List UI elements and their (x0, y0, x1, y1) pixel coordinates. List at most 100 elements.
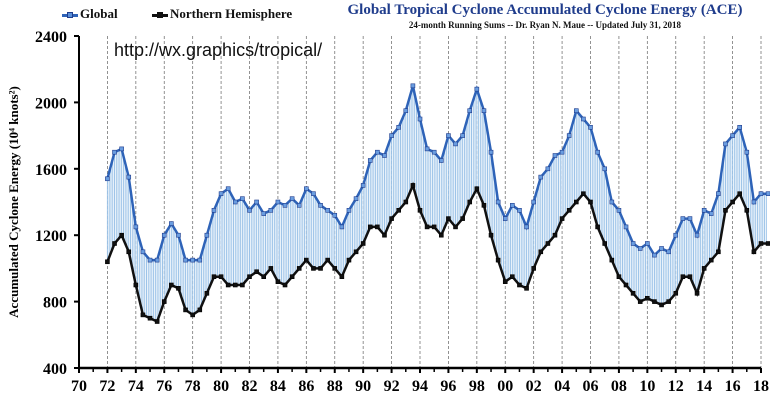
global-point (467, 108, 473, 113)
nh-point (517, 282, 522, 288)
x-tick-label: 94 (412, 378, 428, 395)
nh-point (765, 241, 770, 246)
nh-point (573, 199, 579, 205)
nh-point (225, 282, 231, 288)
nh-point (531, 266, 536, 271)
global-point (460, 133, 465, 138)
global-point (346, 208, 352, 213)
nh-point (304, 257, 309, 263)
global-point (616, 208, 622, 213)
x-tick-label: 88 (327, 378, 343, 395)
global-point (495, 199, 501, 205)
legend-label-global: Global (80, 6, 118, 21)
global-point (474, 86, 480, 92)
x-tick-label: 98 (469, 378, 485, 395)
nh-point (261, 274, 267, 280)
global-point (105, 176, 110, 182)
global-point (296, 203, 302, 208)
nh-point (169, 282, 174, 288)
nh-point (737, 191, 742, 196)
global-point (545, 166, 551, 172)
x-tick-label: 82 (242, 378, 258, 395)
global-point (367, 158, 373, 163)
nh-point (694, 290, 700, 296)
nh-point (645, 295, 650, 301)
global-point (183, 257, 188, 263)
nh-point (403, 199, 409, 205)
y-tick-label: 400 (43, 361, 67, 378)
nh-point (559, 216, 565, 221)
global-point (517, 208, 522, 213)
global-legend-marker (62, 11, 78, 18)
nh-point (652, 299, 657, 304)
nh-point (417, 208, 423, 213)
global-point (197, 257, 203, 263)
y-tick-label: 2000 (35, 95, 67, 112)
nh-point (701, 266, 707, 271)
global-point (687, 216, 693, 221)
nh-point (140, 312, 146, 318)
x-tick-label: 96 (440, 378, 456, 395)
nh-point (318, 266, 323, 271)
legend-global: Global (62, 6, 118, 22)
global-point (765, 191, 770, 196)
nh-point (666, 299, 671, 304)
global-point (325, 208, 330, 213)
nh-point (566, 208, 572, 213)
global-point (559, 149, 565, 155)
nh-point (716, 249, 721, 255)
nh-point (218, 274, 224, 280)
global-point (673, 232, 679, 238)
x-tick-label: 72 (99, 378, 115, 395)
x-tick-label: 90 (355, 378, 371, 395)
global-point (275, 199, 281, 205)
global-point (645, 241, 650, 246)
global-point (602, 166, 608, 172)
global-point (240, 196, 245, 201)
nh-point (232, 282, 238, 288)
global-point (268, 208, 274, 213)
nh-series-line (106, 181, 769, 324)
legend-label-nh: Northern Hemisphere (170, 6, 293, 21)
global-point (190, 257, 195, 263)
global-point (133, 224, 139, 230)
nh-legend-marker (152, 11, 168, 18)
global-point (396, 125, 401, 130)
global-point (552, 153, 558, 158)
nh-point (495, 257, 501, 263)
global-point (119, 146, 124, 152)
global-point (446, 133, 451, 138)
global-point (666, 249, 671, 255)
y-tick-label: 800 (43, 295, 67, 312)
global-point (126, 174, 132, 180)
nh-point (211, 274, 217, 280)
source-url: http://wx.graphics/tropical/ (114, 40, 323, 60)
global-point (431, 149, 437, 155)
x-tick-label: 84 (270, 378, 286, 395)
nh-point (474, 186, 480, 192)
global-point (716, 191, 721, 196)
nh-point (581, 191, 586, 196)
nh-point (538, 249, 544, 255)
x-tick-label: 02 (526, 378, 542, 395)
global-point (289, 196, 295, 201)
global-point (304, 186, 309, 192)
x-tick-label: 10 (639, 378, 655, 395)
global-point (403, 108, 409, 113)
nh-point (659, 302, 664, 308)
x-tick-label: 92 (384, 378, 400, 395)
nh-point (126, 249, 132, 255)
nh-point (325, 257, 330, 263)
global-point (410, 83, 416, 89)
nh-point (552, 232, 558, 238)
global-point (566, 133, 572, 138)
nh-point (630, 290, 636, 296)
y-tick-label: 1200 (35, 228, 67, 245)
global-point (453, 141, 458, 147)
global-point (439, 158, 444, 163)
nh-point (367, 224, 373, 230)
legend-nh: Northern Hemisphere (152, 6, 292, 22)
global-point (247, 208, 252, 213)
nh-point (311, 266, 316, 271)
